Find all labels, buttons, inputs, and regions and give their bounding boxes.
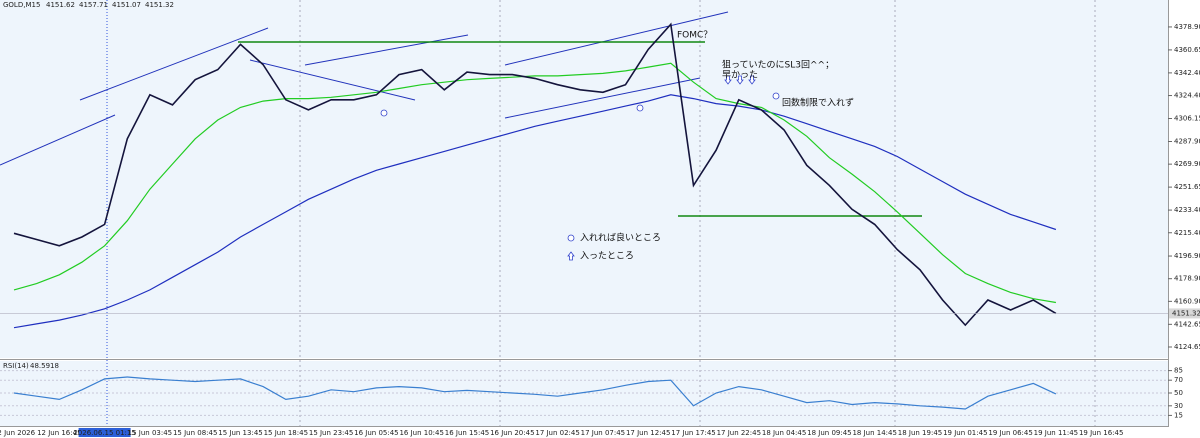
crosshair-label-bg	[78, 428, 131, 437]
y-tick-label: 4124.65	[1174, 343, 1200, 351]
y-tick-label: 4233.40	[1174, 206, 1200, 214]
trend-lines	[0, 11, 729, 166]
time-separators	[299, 0, 1096, 426]
annotation: 入れれば良いところ	[580, 232, 661, 244]
price-panel	[0, 0, 1168, 358]
y-tick-label: 4378.90	[1174, 23, 1200, 31]
y-tick-label: 4160.90	[1174, 297, 1200, 305]
arrow-icons	[380, 75, 780, 261]
x-tick-label: 18 Jun 04:45	[762, 429, 806, 437]
y-tick-label: 4196.90	[1174, 252, 1200, 260]
x-tick-label: 19 Jun 16:45	[1079, 429, 1123, 437]
x-tick-label: 17 Jun 12:45	[626, 429, 670, 437]
y-tick-label: 4306.15	[1174, 115, 1200, 123]
x-tick-label: 15 Jun 23:45	[309, 429, 353, 437]
x-tick-label: 16 Jun 05:45	[354, 429, 398, 437]
y-tick-label: 70	[1174, 376, 1183, 384]
x-tick-label: 17 Jun 17:45	[671, 429, 715, 437]
rsi-value: 48.5918	[30, 362, 59, 370]
series-line	[13, 376, 1057, 410]
y-tick-label: 30	[1174, 402, 1183, 410]
annotation: FOMC？	[677, 31, 712, 41]
series-line	[13, 62, 1056, 304]
y-tick-label: 4142.65	[1174, 320, 1200, 328]
x-tick-label: 17 Jun 22:45	[717, 429, 761, 437]
ohlc-value: 4151.07	[112, 1, 141, 9]
y-tick-label: 4215.40	[1174, 229, 1200, 237]
x-tick-label: 15 Jun 08:45	[173, 429, 217, 437]
x-tick-label: 2026.06.15 01:15	[73, 429, 135, 437]
current-price: 4151.32	[1172, 309, 1200, 317]
x-tick-label: 19 Jun 11:45	[1034, 429, 1078, 437]
x-tick-label: 19 Jun 06:45	[988, 429, 1032, 437]
y-tick-label: 15	[1174, 411, 1183, 419]
x-tick-label: 18 Jun 19:45	[898, 429, 942, 437]
x-tick-label: 17 Jun 02:45	[535, 429, 579, 437]
y-tick-label: 4342.40	[1174, 69, 1200, 77]
x-tick-label: 18 Jun 09:45	[807, 429, 851, 437]
y-tick-label: 50	[1174, 389, 1183, 397]
annotation: 早かった	[722, 70, 758, 81]
x-tick-label: 16 Jun 10:45	[399, 429, 443, 437]
y-tick-label: 4287.90	[1174, 137, 1200, 145]
x-tick-label: 12 Jun 16:45	[37, 429, 81, 437]
x-tick-label: 15 Jun 18:45	[264, 429, 308, 437]
annotation: 狙っていたのにSL3回^^；	[722, 60, 834, 71]
rsi-title: RSI(14)	[3, 362, 29, 370]
y-tick-label: 4178.90	[1174, 275, 1200, 283]
y-tick-label: 4360.65	[1174, 46, 1200, 54]
annotation: 回数制限で入れず	[782, 97, 854, 109]
symbol: GOLD,M15	[3, 1, 40, 9]
ohlc-value: 4157.71	[79, 1, 108, 9]
y-tick-label: 4251.65	[1174, 183, 1200, 191]
ohlc-value: 4151.32	[145, 1, 174, 9]
series-line	[13, 22, 1057, 327]
annotation: 入ったところ	[580, 251, 634, 262]
x-tick-label: 16 Jun 20:45	[490, 429, 534, 437]
current-price-bg	[1169, 308, 1200, 319]
x-tick-label: 15 Jun 13:45	[218, 429, 262, 437]
y-tick-label: 4324.40	[1174, 92, 1200, 100]
x-tick-label: 17 Jun 07:45	[581, 429, 625, 437]
x-tick-label: 15 Jun 03:45	[128, 429, 172, 437]
x-tick-label: 12 Jun 2026	[0, 429, 36, 437]
x-tick-label: 19 Jun 01:45	[943, 429, 987, 437]
y-tick-label: 4269.90	[1174, 160, 1200, 168]
series-line	[13, 94, 1057, 329]
x-tick-label: 18 Jun 14:45	[852, 429, 896, 437]
x-tick-label: 16 Jun 15:45	[445, 429, 489, 437]
ohlc-value: 4151.62	[46, 1, 75, 9]
y-tick-label: 85	[1174, 367, 1183, 375]
